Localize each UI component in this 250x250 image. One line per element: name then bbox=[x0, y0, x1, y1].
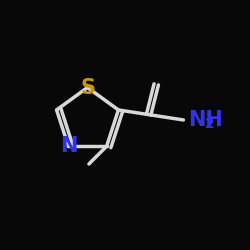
Text: S: S bbox=[80, 78, 95, 98]
Text: 2: 2 bbox=[205, 118, 214, 132]
Text: NH: NH bbox=[188, 110, 223, 130]
Text: N: N bbox=[60, 136, 77, 156]
